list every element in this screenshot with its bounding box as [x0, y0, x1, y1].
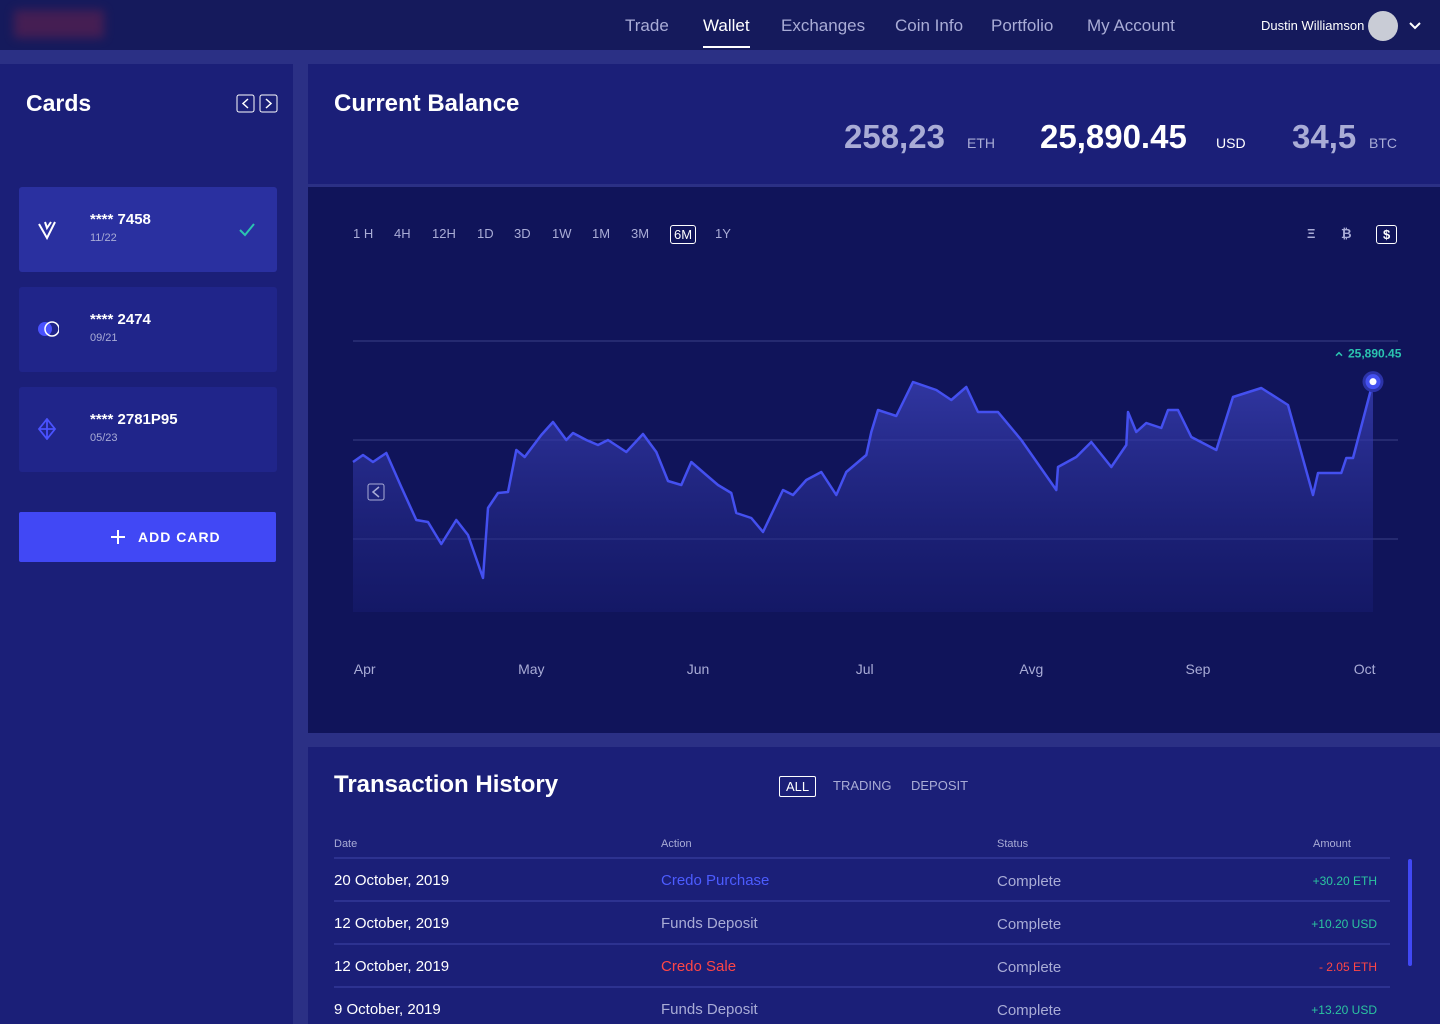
filter-tab[interactable]: TRADING	[833, 778, 892, 793]
balance-title: Current Balance	[334, 90, 520, 117]
nav-link[interactable]: Wallet	[703, 16, 750, 48]
chart-scroll-left[interactable]	[367, 483, 385, 501]
amount-cell: - 2.05 ETH	[1318, 960, 1377, 974]
x-tick-label: Avg	[1019, 661, 1043, 677]
balance-unit: USD	[1216, 135, 1246, 151]
action-cell[interactable]: Funds Deposit	[661, 1001, 758, 1018]
line	[352, 380, 1375, 580]
logo[interactable]	[14, 10, 104, 38]
nav-link[interactable]: Portfolio	[991, 16, 1054, 35]
nav-link[interactable]: My Account	[1087, 16, 1175, 35]
column-header: Date	[334, 838, 358, 850]
card-number: **** 2474	[90, 311, 151, 328]
card[interactable]: **** 7458 11/22	[19, 187, 277, 272]
transactions-title: Transaction History	[334, 771, 559, 798]
card-expiry: 05/23	[90, 432, 118, 444]
card-icon	[37, 418, 57, 440]
date-cell: 12 October, 2019	[334, 958, 450, 975]
balance-value: 258,23	[844, 118, 945, 155]
row-divider	[334, 986, 1390, 988]
x-tick-label: May	[518, 661, 544, 677]
top-nav: Dustin Williamson Trade Wallet Exchanges Co…	[0, 0, 1440, 50]
chart-scroll-arrow	[371, 486, 380, 498]
last-point-dot	[1369, 378, 1377, 386]
currency-button[interactable]: ₿	[1341, 226, 1352, 241]
amount-cell: +30.20 ETH	[1312, 874, 1377, 888]
filter-tab[interactable]: DEPOSIT	[911, 778, 969, 793]
x-tick-label: Oct	[1354, 661, 1376, 677]
date-cell: 9 October, 2019	[334, 1001, 441, 1018]
action-cell[interactable]: Credo Purchase	[661, 872, 770, 889]
balance-value: 25,890.45	[1040, 118, 1187, 155]
row-divider	[334, 943, 1390, 945]
range-button[interactable]: 12H	[432, 226, 456, 241]
user-name: Dustin Williamson	[1261, 18, 1365, 33]
range-button[interactable]: 3D	[514, 226, 531, 241]
avatar[interactable]	[1368, 11, 1398, 41]
cards-title: Cards	[26, 90, 92, 116]
last-value-label: 25,890.45	[1348, 347, 1402, 361]
status-cell: Complete	[997, 959, 1062, 976]
balance-unit: ETH	[967, 135, 995, 151]
card-expiry: 11/22	[90, 232, 117, 244]
range-button[interactable]: 1M	[592, 226, 611, 241]
amount-cell: +10.20 USD	[1311, 917, 1377, 931]
area-fill	[353, 381, 1373, 612]
date-cell: 12 October, 2019	[334, 915, 450, 932]
card-pager[interactable]	[236, 94, 280, 114]
date-cell: 20 October, 2019	[334, 872, 450, 889]
card-number: **** 2781P95	[90, 411, 178, 428]
transactions-panel: Transaction History	[308, 747, 1440, 1024]
up-caret	[1335, 351, 1343, 357]
range-button[interactable]: 4H	[394, 226, 411, 241]
x-tick-label: Jul	[856, 661, 874, 677]
column-header: Action	[661, 838, 692, 850]
scrollbar[interactable]	[1408, 859, 1412, 966]
card-expiry: 09/21	[90, 332, 118, 344]
action-cell[interactable]: Funds Deposit	[661, 915, 758, 932]
currency-button[interactable]: $	[1376, 225, 1398, 244]
column-header: Amount	[1313, 838, 1351, 850]
card[interactable]: **** 2781P95 05/23	[19, 387, 277, 472]
balance-chart: 25,890.45 Apr May Jun Jul Avg Sep Oct	[352, 340, 1402, 677]
card[interactable]: **** 2474 09/21	[19, 287, 277, 372]
amount-cell: +13.20 USD	[1311, 1003, 1377, 1017]
add-card-label: ADD CARD	[138, 529, 221, 545]
status-cell: Complete	[997, 1002, 1062, 1019]
card-icon	[38, 221, 56, 240]
balance-unit: BTC	[1369, 135, 1397, 151]
action-cell[interactable]: Credo Sale	[661, 958, 737, 975]
range-button[interactable]: 1D	[477, 226, 494, 241]
row-divider	[334, 900, 1390, 902]
status-cell: Complete	[997, 873, 1062, 890]
status-cell: Complete	[997, 916, 1062, 933]
x-tick-label: Apr	[354, 661, 376, 677]
nav-link[interactable]: Exchanges	[781, 16, 866, 35]
plus-icon	[111, 530, 125, 544]
range-button[interactable]: 1 H	[353, 226, 374, 241]
range-button[interactable]: 3M	[631, 226, 650, 241]
x-tick-label: Jun	[687, 661, 710, 677]
header-divider	[334, 857, 1390, 859]
add-card-button[interactable]: ADD CARD	[19, 512, 276, 562]
currency-button[interactable]: Ξ	[1307, 226, 1316, 241]
balance-panel: Current Balance	[308, 64, 1440, 184]
balance-value: 34,5	[1292, 118, 1357, 155]
range-button[interactable]: 1Y	[715, 226, 731, 241]
card-icon	[38, 321, 59, 337]
filter-tab[interactable]: ALL	[779, 776, 817, 797]
range-button[interactable]: 1W	[552, 226, 572, 241]
selected-check	[239, 223, 255, 237]
dropdown-caret[interactable]	[1408, 20, 1422, 32]
nav-link[interactable]: Coin Info	[895, 16, 964, 35]
card-number: **** 7458	[90, 211, 151, 228]
column-header: Status	[997, 838, 1029, 850]
x-tick-label: Sep	[1186, 661, 1211, 677]
range-button[interactable]: 6M	[670, 225, 697, 244]
nav-link[interactable]: Trade	[625, 16, 669, 35]
